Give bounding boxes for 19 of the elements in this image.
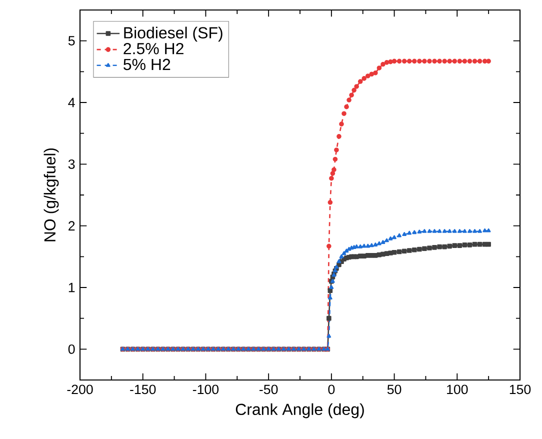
- x-tick-label: 100: [447, 384, 468, 394]
- y-tick-label: 4: [68, 98, 75, 108]
- legend-label: 2.5% H2: [124, 42, 184, 54]
- x-tick-label: 150: [510, 384, 531, 394]
- x-tick-label: -150: [130, 384, 156, 394]
- legend-label: Biodiesel (SF): [124, 26, 222, 42]
- y-axis-title: NO (g/kgfuel): [44, 148, 59, 242]
- legend-label: 5% H2: [124, 58, 170, 70]
- x-axis-title: Crank Angle (deg): [236, 403, 364, 418]
- x-tick-label: -200: [67, 384, 93, 394]
- y-tick-label: 1: [68, 282, 75, 292]
- y-tick-label: 5: [68, 36, 75, 46]
- x-tick-label: 0: [328, 384, 335, 394]
- y-tick-label: 2: [68, 221, 75, 230]
- x-tick-label: -50: [260, 384, 278, 394]
- y-tick-label: 3: [68, 159, 75, 169]
- x-tick-label: -100: [192, 384, 219, 394]
- x-tick-label: 50: [387, 384, 402, 394]
- y-tick-label: 0: [68, 344, 75, 354]
